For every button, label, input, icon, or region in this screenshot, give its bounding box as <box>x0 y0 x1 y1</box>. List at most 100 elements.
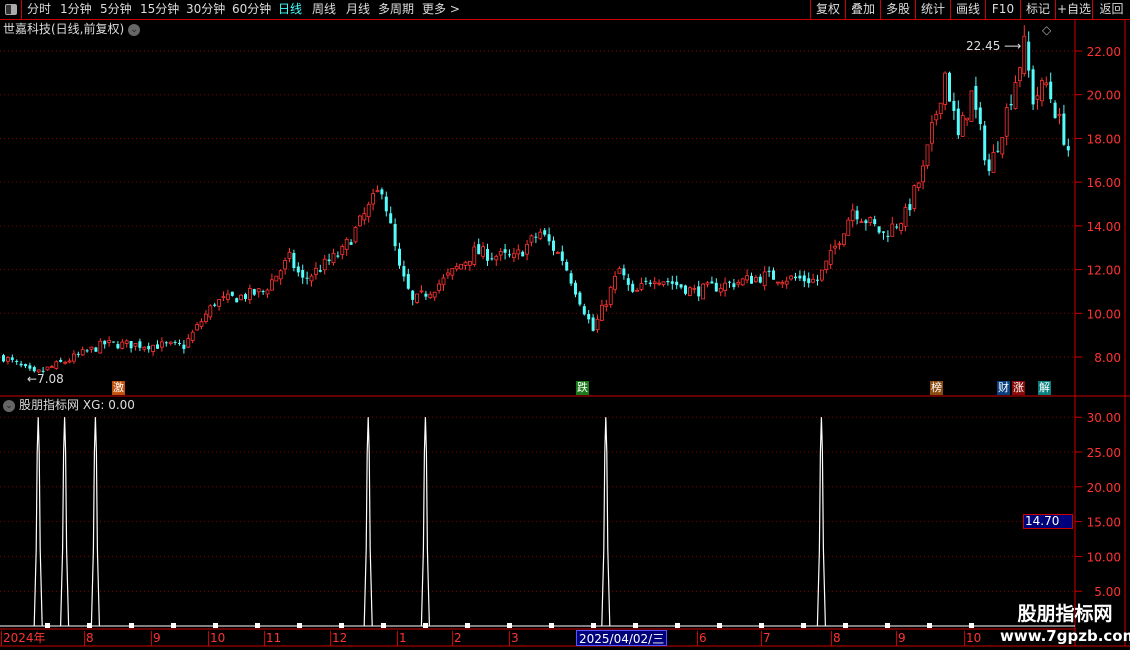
candle-body <box>846 219 851 236</box>
candle-body <box>802 275 806 282</box>
period-tab[interactable]: 分时 <box>27 2 52 16</box>
date-label: 2 <box>452 631 462 646</box>
candle-body <box>644 280 648 282</box>
candle-body <box>890 223 895 237</box>
indicator-marker <box>759 623 764 628</box>
period-tab[interactable]: 月线 <box>346 2 371 16</box>
candle-body <box>1009 104 1013 106</box>
indicator-tick-label: 15.00 <box>1087 516 1121 530</box>
period-tab[interactable]: 日线 <box>278 2 303 16</box>
event-badge[interactable]: 涨 <box>1012 381 1025 395</box>
event-badge[interactable]: 跌 <box>576 381 589 395</box>
candle-body <box>600 304 604 321</box>
indicator-tick-label: 20.00 <box>1087 481 1121 495</box>
candle-body <box>94 347 98 352</box>
candle-body <box>754 277 758 283</box>
candle-body <box>1062 113 1066 145</box>
candle-body <box>244 294 247 299</box>
candle-body <box>864 220 868 224</box>
period-tab[interactable]: 30分钟 <box>186 2 226 16</box>
toolbar-button[interactable]: 画线 <box>950 0 985 20</box>
candle-body <box>36 369 41 373</box>
period-tab[interactable]: 更多 > <box>422 2 460 16</box>
indicator-marker <box>801 623 806 628</box>
candle-body <box>107 340 111 343</box>
period-tab[interactable]: 15分钟 <box>140 2 180 16</box>
event-badge[interactable]: 解 <box>1038 381 1051 395</box>
date-label: 8 <box>84 631 94 646</box>
candle-body <box>336 255 340 257</box>
candle-body <box>560 251 564 261</box>
indicator-marker <box>255 623 260 628</box>
chevron-down-icon[interactable]: ⌄ <box>128 23 141 36</box>
chevron-down-icon[interactable]: ⌄ <box>3 399 15 412</box>
candle-body <box>675 281 679 286</box>
candle-body <box>50 366 54 368</box>
candle-body <box>305 277 309 279</box>
period-tab[interactable]: 60分钟 <box>232 2 272 16</box>
indicator-marker <box>633 623 638 628</box>
candle-body <box>1057 114 1062 117</box>
candle-body <box>1040 80 1044 102</box>
window-toggle-icon[interactable] <box>0 0 22 20</box>
candle-body <box>221 296 226 299</box>
indicator-tick-label: 10.00 <box>1087 550 1121 564</box>
candle-body <box>965 117 969 121</box>
candle-body <box>850 209 855 222</box>
chart-title[interactable]: 世嘉科技(日线,前复权) ⌄ <box>3 21 141 37</box>
candle-body <box>230 291 234 296</box>
period-tab[interactable]: 多周期 <box>378 2 415 16</box>
candle-body <box>1035 95 1040 100</box>
candle-body <box>873 219 877 225</box>
candle-body <box>960 115 965 137</box>
candle-body <box>85 350 89 352</box>
candle-body <box>494 255 499 261</box>
candle-body <box>287 251 292 259</box>
toolbar-button[interactable]: +自选 <box>1055 0 1092 20</box>
signal-spike <box>420 417 430 627</box>
candle-body <box>895 226 899 228</box>
toolbar-button[interactable]: 标记 <box>1020 0 1055 20</box>
candle-body <box>930 122 934 144</box>
candle-body <box>789 275 793 280</box>
signal-spike <box>60 417 70 627</box>
toolbar-button[interactable]: F10 <box>985 0 1020 20</box>
toolbar-button[interactable]: 叠加 <box>845 0 880 20</box>
period-tab[interactable]: 5分钟 <box>100 2 132 16</box>
low-price-label: ←7.08 <box>27 372 64 386</box>
candle-body <box>133 343 138 347</box>
candle-body <box>916 182 921 189</box>
date-label: 11 <box>264 631 282 646</box>
indicator-marker <box>213 623 218 628</box>
candle-body <box>543 230 547 235</box>
candle-body <box>441 277 446 286</box>
price-tick-label: 14.00 <box>1087 220 1121 234</box>
toolbar-button[interactable]: 复权 <box>810 0 845 20</box>
period-tab[interactable]: 周线 <box>312 2 337 16</box>
candle-body <box>6 357 10 362</box>
date-label: 7 <box>761 631 771 646</box>
toolbar-button[interactable]: 统计 <box>915 0 950 20</box>
indicator-marker <box>549 623 554 628</box>
candle-body <box>723 282 727 291</box>
candle-body <box>269 279 274 291</box>
signal-spike <box>33 417 43 627</box>
candle-body <box>1004 107 1009 137</box>
candle-body <box>617 268 622 274</box>
candle-body <box>868 217 873 224</box>
candle-body <box>842 233 846 245</box>
event-badge[interactable]: 财 <box>997 381 1010 395</box>
candle-body <box>472 246 477 265</box>
candle-body <box>952 100 956 111</box>
indicator-marker <box>171 623 176 628</box>
candle-body <box>591 317 595 331</box>
candle-body <box>784 280 789 285</box>
toolbar-button[interactable]: 返回 <box>1092 0 1130 20</box>
toolbar-button[interactable]: 多股 <box>880 0 915 20</box>
event-badge[interactable]: 激 <box>112 381 125 395</box>
event-badge[interactable]: 榜 <box>930 381 943 395</box>
candle-body <box>758 276 762 283</box>
period-tab[interactable]: 1分钟 <box>60 2 92 16</box>
candle-body <box>186 338 191 348</box>
